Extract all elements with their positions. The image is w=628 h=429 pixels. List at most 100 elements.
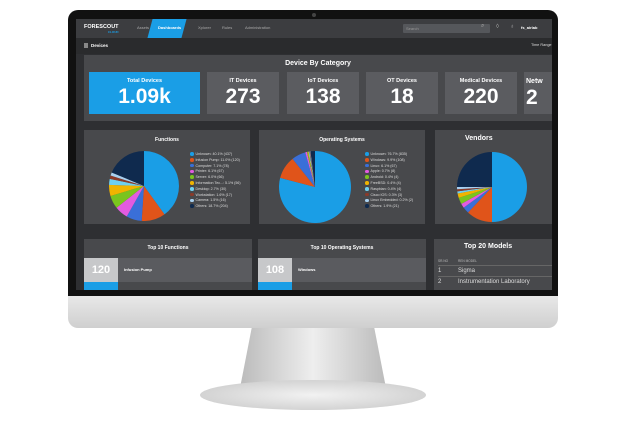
legend-swatch — [365, 204, 369, 208]
legend-item[interactable]: Linux Embedded: 0.2% (2) — [365, 198, 413, 204]
legend-item[interactable]: Desktop: 2.7% (30) — [190, 187, 241, 193]
vendors-panel: Vendors — [435, 130, 552, 224]
legend-label: Infusion Pump: 11.0% (120) — [195, 157, 240, 162]
pie-slice[interactable] — [109, 175, 144, 186]
legend-swatch — [365, 169, 369, 174]
pie-slice[interactable] — [463, 187, 492, 213]
pie-slice[interactable] — [461, 187, 492, 208]
chart-title: Vendors — [465, 135, 493, 142]
pie-slice[interactable] — [144, 151, 179, 215]
legend-item[interactable]: Linux: 6.1% (67) — [365, 164, 413, 170]
monitor-base — [200, 380, 426, 410]
time-range-button[interactable]: Time Range — [531, 43, 552, 47]
rank-row[interactable]: 120 Infusion Pump — [84, 258, 252, 282]
bulb-icon[interactable]: ♁ — [510, 24, 515, 30]
rank-row[interactable]: 108 Windows — [258, 258, 426, 282]
legend-item[interactable]: Workstation: 1.6% (17) — [190, 193, 241, 199]
functions-pie — [109, 151, 179, 221]
legend-item[interactable]: Computer: 7.1% (78) — [190, 164, 241, 170]
legend-item[interactable]: Others: 18.7% (204) — [190, 204, 241, 210]
legend-swatch — [365, 198, 369, 203]
legend-item[interactable]: Printer: 6.1% (67) — [190, 169, 241, 175]
pie-slice[interactable] — [308, 151, 315, 187]
legend-swatch — [365, 158, 369, 162]
card-it-devices[interactable]: IT Devices 273 — [207, 72, 279, 114]
legend-label: Desktop: 2.7% (30) — [195, 186, 227, 191]
card-ot-devices[interactable]: OT Devices 18 — [366, 72, 438, 114]
device-by-category-panel: Device By Category Total Devices 1.09k IT… — [84, 55, 552, 121]
card-value: 1.09k — [118, 85, 171, 108]
nav-rules[interactable]: Rules — [222, 25, 233, 30]
pie-slice[interactable] — [110, 172, 144, 186]
legend-label: Camera: 1.5% (16) — [195, 198, 226, 203]
pie-slice[interactable] — [457, 187, 492, 194]
legend-item[interactable]: Windows: 9.9% (108) — [365, 158, 413, 164]
pie-slice[interactable] — [492, 152, 527, 222]
card-network-devices[interactable]: Netw 2 — [524, 72, 552, 114]
pie-slice[interactable] — [457, 187, 492, 198]
drop-icon[interactable]: ◊ — [496, 24, 499, 30]
pie-slice[interactable] — [457, 187, 492, 190]
pie-slice[interactable] — [109, 184, 144, 196]
legend-label: Unknown: 40.1% (437) — [195, 152, 233, 156]
legend-item[interactable]: Server: 6.0% (66) — [190, 175, 241, 181]
pie-slice[interactable] — [309, 151, 315, 187]
functions-panel: Functions Unknown: 40.1% (437) Infusion P… — [84, 130, 250, 224]
legend-item[interactable]: Information Tec...: 5.1% (56) — [190, 181, 241, 187]
pie-slice[interactable] — [141, 186, 165, 221]
legend-item[interactable]: Raspbian: 0.4% (4) — [365, 187, 413, 193]
pie-slice[interactable] — [305, 151, 315, 187]
legend-item[interactable]: Apple: 0.7% (8) — [365, 169, 413, 175]
legend-item[interactable]: Android: 0.4% (4) — [365, 175, 413, 181]
card-iot-devices[interactable]: IoT Devices 138 — [287, 72, 359, 114]
legend-label: Information Tec...: 5.1% (56) — [195, 180, 241, 185]
nav-assets[interactable]: Assets — [137, 25, 150, 30]
legend-item[interactable]: Cisco IOS: 0.3% (3) — [365, 193, 413, 199]
nav-xplorer[interactable]: Xplorer — [198, 25, 211, 30]
pie-slice[interactable] — [310, 151, 315, 187]
pie-slice[interactable] — [307, 151, 315, 187]
column-header: SR.NO — [438, 259, 449, 263]
legend-swatch — [190, 181, 194, 185]
top-nav: FORESCOUT CLOUD Assets Dashboards Xplorer… — [76, 19, 552, 38]
pie-slice[interactable] — [457, 152, 492, 187]
nav-administration[interactable]: Administration — [245, 25, 271, 30]
table-cell: 2 — [438, 279, 442, 285]
legend-item[interactable]: Others: 1.9% (21) — [365, 204, 413, 210]
panel-title: Device By Category — [285, 60, 351, 67]
legend-swatch — [365, 175, 369, 179]
legend-item[interactable]: FreeBSD: 0.4% (4) — [365, 181, 413, 187]
legend-swatch — [365, 192, 369, 197]
legend-item[interactable]: Unknown: 40.1% (437) — [190, 152, 241, 158]
pie-slice[interactable] — [126, 186, 144, 221]
pie-slice[interactable] — [468, 187, 492, 222]
pie-slice[interactable] — [111, 151, 144, 186]
legend-label: Android: 0.4% (4) — [370, 175, 399, 180]
pie-slice[interactable] — [306, 151, 315, 187]
pie-slice[interactable] — [458, 187, 492, 204]
legend-item[interactable]: Camera: 1.5% (16) — [190, 198, 241, 204]
pie-slice[interactable] — [292, 152, 315, 187]
panel-title: Top 10 Functions — [147, 245, 189, 251]
legend-item[interactable]: Infusion Pump: 11.0% (120) — [190, 158, 241, 164]
rank-count: 108 — [258, 258, 292, 282]
pie-slice[interactable] — [457, 187, 492, 192]
search-input[interactable]: Search — [403, 24, 490, 33]
search-icon[interactable]: ⌕ — [481, 23, 485, 29]
pie-slice[interactable] — [280, 158, 315, 187]
divider — [438, 276, 552, 277]
nav-dashboards[interactable]: Dashboards — [158, 25, 182, 30]
legend-label: Cisco IOS: 0.3% (3) — [370, 192, 403, 197]
card-medical-devices[interactable]: Medical Devices 220 — [445, 72, 517, 114]
pie-slice[interactable] — [109, 178, 144, 186]
user-menu[interactable]: fs_airlab — [521, 25, 538, 30]
legend-swatch — [190, 187, 194, 191]
card-total-devices[interactable]: Total Devices 1.09k — [89, 72, 200, 114]
pie-slice[interactable] — [116, 186, 144, 217]
menu-icon[interactable] — [84, 43, 88, 48]
legend-swatch — [190, 152, 194, 156]
rank-label: Infusion Pump — [124, 267, 152, 272]
pie-slice[interactable] — [310, 151, 315, 187]
legend-item[interactable]: Unknown: 76.7% (835) — [365, 152, 413, 158]
pie-slice[interactable] — [110, 186, 144, 208]
